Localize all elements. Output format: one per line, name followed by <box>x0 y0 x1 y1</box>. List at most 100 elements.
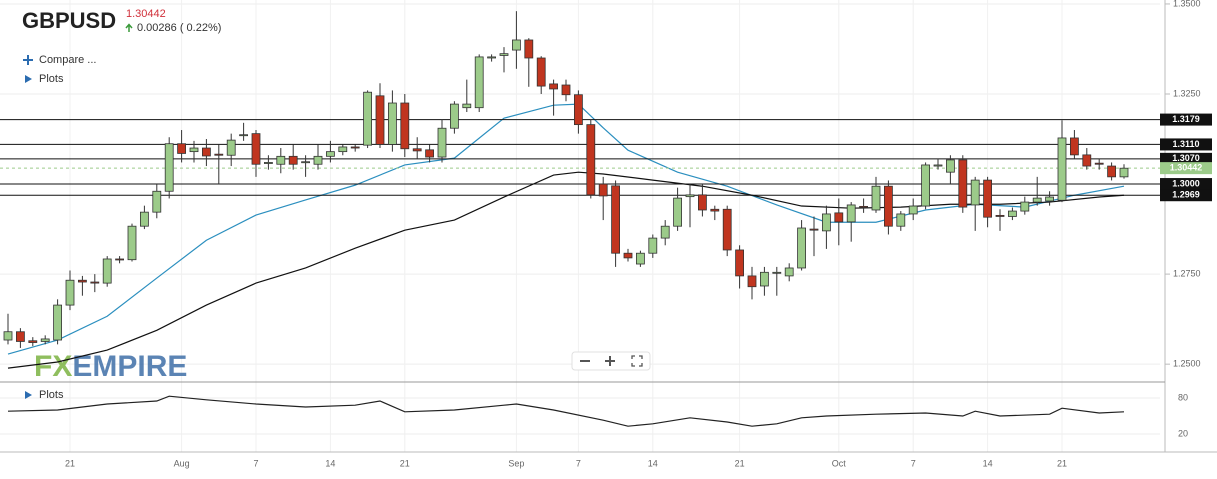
candle-body <box>983 179 992 218</box>
candle-body <box>276 155 286 165</box>
candle-body <box>301 161 311 164</box>
candle-body <box>462 103 472 109</box>
x-tick-label: Sep <box>508 458 524 468</box>
candle-body <box>970 179 980 206</box>
candle-body <box>338 146 348 153</box>
candle-body <box>722 208 732 251</box>
last-price-box <box>1160 162 1212 175</box>
candle-body <box>28 340 38 343</box>
candle-body <box>53 304 62 341</box>
candle-body <box>1107 165 1116 178</box>
candle-body <box>1070 137 1079 156</box>
zoom-in[interactable] <box>605 356 615 366</box>
candle-body <box>797 227 806 269</box>
candle-body <box>1082 154 1092 167</box>
candle-body <box>375 95 385 145</box>
candle-body <box>400 102 410 150</box>
indicator-label[interactable]: Plots <box>39 389 64 401</box>
y-tick-label: 1.2750 <box>1173 268 1201 278</box>
candle-body <box>549 83 558 90</box>
candle-body <box>561 84 571 96</box>
watermark-fx: FX <box>34 350 72 383</box>
candle-body <box>387 102 397 145</box>
candle-body <box>536 57 546 87</box>
compare-button[interactable]: Compare ... <box>39 54 96 66</box>
candle-body <box>239 134 249 137</box>
candle-body <box>598 183 608 197</box>
zoom-controls <box>571 351 651 371</box>
candle-body <box>189 147 199 153</box>
candle-body <box>90 281 100 284</box>
candle-body <box>747 275 757 288</box>
y-tick-label: 1.3500 <box>1173 0 1201 8</box>
candle-body <box>474 56 484 109</box>
level-label: 1.3179 <box>1172 114 1200 124</box>
level-label: 1.3070 <box>1172 153 1200 163</box>
candle-body <box>1020 201 1030 212</box>
x-tick-label: 21 <box>735 458 745 468</box>
candle-body <box>325 151 335 157</box>
candle-body <box>660 225 670 239</box>
candle-body <box>586 124 596 196</box>
level-label-box <box>1160 178 1212 191</box>
candle-body <box>201 147 211 157</box>
candle-body <box>623 252 633 259</box>
candle-body <box>735 249 744 277</box>
level-label-box <box>1160 138 1212 151</box>
zoom-reset[interactable] <box>631 355 643 367</box>
x-tick-label: 21 <box>65 458 75 468</box>
candle-body <box>214 153 224 156</box>
x-tick-label: 14 <box>648 458 658 468</box>
candle-body <box>673 197 682 227</box>
candle-body <box>363 91 373 146</box>
plus-icon[interactable] <box>23 55 33 65</box>
candle-body <box>1094 162 1104 165</box>
candle-body <box>524 39 534 59</box>
candle-body <box>115 258 124 261</box>
candle-body <box>65 279 75 306</box>
candle-body <box>164 143 174 192</box>
candle-body <box>425 149 435 158</box>
watermark-empire: EMPIRE <box>72 350 187 383</box>
indicator-icon[interactable] <box>25 391 32 399</box>
y-tick-label: 1.2500 <box>1173 359 1201 369</box>
candle-body <box>449 103 459 129</box>
candle-body <box>288 155 298 165</box>
plots-button[interactable]: Plots <box>39 73 64 85</box>
candle-body <box>313 155 323 165</box>
candle-body <box>871 185 881 211</box>
x-tick-label: 21 <box>400 458 410 468</box>
candle-body <box>884 185 893 227</box>
candle-body <box>859 205 868 208</box>
candle-body <box>152 190 162 213</box>
candle-body <box>809 228 819 231</box>
level-label-box <box>1160 189 1212 202</box>
candle-body <box>78 279 87 283</box>
level-label: 1.3000 <box>1172 178 1200 188</box>
x-tick-label: 21 <box>1057 458 1067 468</box>
candle-body <box>177 143 187 154</box>
axis: 1.3500 1.3250 1.2750 1.2500 21 Aug 7 14 21 Sep 7 14… <box>65 0 1212 468</box>
level-label-box <box>1160 152 1212 165</box>
candle-body <box>995 214 1005 217</box>
x-tick-label: 14 <box>983 458 993 468</box>
candle-body <box>698 194 707 211</box>
candle-body <box>251 133 261 165</box>
candle-body <box>685 194 695 198</box>
symbol: GBPUSD <box>22 8 116 33</box>
candle-body <box>921 164 930 207</box>
plots-icon[interactable] <box>25 75 32 83</box>
level-label: 1.2969 <box>1172 190 1200 200</box>
level-label-box <box>1160 113 1212 126</box>
up-arrow <box>125 23 133 32</box>
candle-body <box>499 53 509 56</box>
x-tick-label: Oct <box>832 458 847 468</box>
candle-body <box>350 146 360 149</box>
candle-body <box>139 211 149 227</box>
candle-body <box>946 159 955 173</box>
candle-body <box>1119 167 1129 178</box>
candle-body <box>648 237 658 254</box>
candle-body <box>40 338 50 342</box>
indicator-line <box>7 395 1125 427</box>
